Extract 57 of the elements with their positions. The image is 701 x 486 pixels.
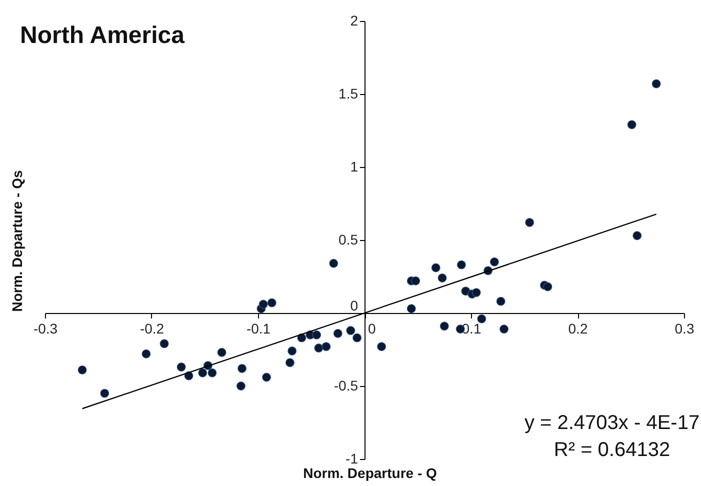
point <box>78 365 87 374</box>
x-tick-label: 0.2 <box>568 320 588 336</box>
point <box>406 304 416 314</box>
annotation: R² = 0.64132 <box>554 439 670 461</box>
point <box>456 260 466 270</box>
x-tick-label: -0.1 <box>246 320 271 336</box>
x-tick-label: 0.3 <box>674 320 694 336</box>
point <box>652 79 661 88</box>
point <box>312 330 322 340</box>
point <box>288 346 297 356</box>
x-tick-label: -0.2 <box>140 320 164 336</box>
point <box>525 218 534 227</box>
point <box>477 314 486 324</box>
y-tick-label: -0.5 <box>334 378 358 394</box>
x-tick-label: -0.3 <box>33 320 58 336</box>
point <box>258 300 268 309</box>
point <box>236 382 246 390</box>
chart-title: North America <box>20 22 186 49</box>
point <box>208 368 217 378</box>
point <box>490 257 499 266</box>
point <box>285 358 294 368</box>
point <box>543 282 552 292</box>
y-tick-label: 2 <box>350 12 358 28</box>
y-tick-label: -1 <box>346 450 358 466</box>
point <box>176 362 186 372</box>
point <box>438 273 447 282</box>
x-tick-label: 0 <box>368 320 376 336</box>
y-axis-title: Norm. Departure - Qs <box>9 170 25 312</box>
point <box>346 326 356 335</box>
point <box>100 388 110 398</box>
point <box>142 349 151 358</box>
point <box>333 328 342 338</box>
y-tick-label: 0.5 <box>338 232 358 248</box>
annotation: y = 2.4703x - 4E-17 <box>524 412 700 434</box>
point <box>500 324 508 334</box>
point <box>314 344 324 353</box>
point <box>431 263 440 272</box>
point <box>632 231 642 240</box>
y-tick-label: 1 <box>350 158 358 174</box>
point <box>198 368 208 378</box>
point <box>322 342 331 352</box>
point <box>329 258 338 268</box>
point <box>411 276 420 286</box>
point <box>217 348 226 357</box>
point <box>627 120 636 130</box>
point <box>472 288 481 298</box>
point <box>262 372 272 382</box>
y-tick-label: 1.5 <box>338 86 358 102</box>
point <box>352 333 362 342</box>
point <box>267 298 276 308</box>
point <box>238 364 247 373</box>
point <box>440 322 449 331</box>
y-tick-label: 0 <box>350 298 358 314</box>
point <box>377 342 386 352</box>
x-axis-title: Norm. Departure - Q <box>303 465 438 481</box>
point <box>496 296 506 306</box>
point <box>160 339 169 348</box>
